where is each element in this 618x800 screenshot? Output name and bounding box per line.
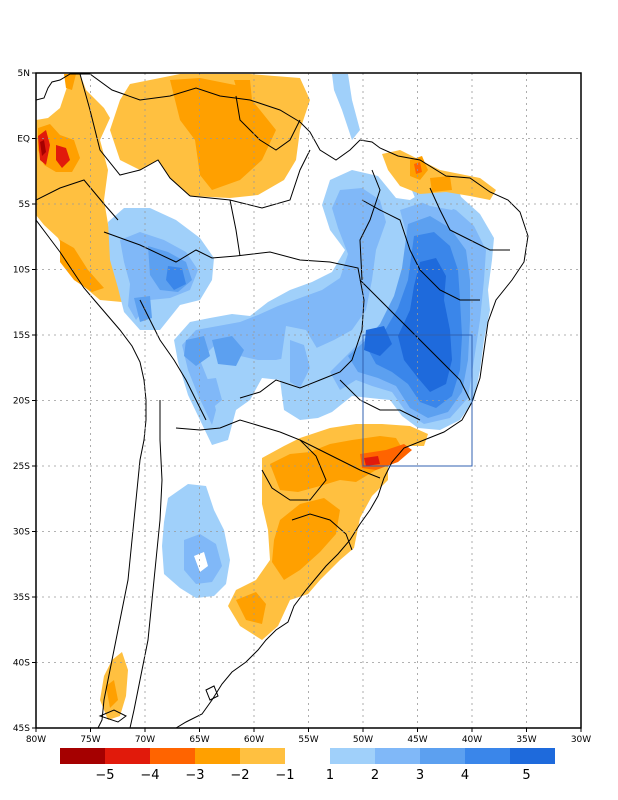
- lat-tick-label: 5N: [18, 69, 30, 79]
- anomaly-area-northeast-coast-negative-4: [430, 176, 452, 192]
- border-brazil-bolivia: [235, 251, 365, 399]
- anomaly-shading: [36, 74, 496, 720]
- anomaly-area-uruguay-negative: [272, 498, 340, 580]
- colorbar-swatch-negative: [195, 748, 240, 764]
- border-brazil-states-5: [429, 187, 510, 251]
- anomaly-area-north-brazil-positive: [332, 74, 360, 140]
- colorbar-label-negative: −5: [95, 768, 114, 783]
- longitude-axis: 80W 75W 70W 65W 60W 55W 50W 45W 40W 35W 30W: [26, 728, 591, 745]
- colorbar-label-positive-end: 5: [522, 768, 530, 783]
- colorbar-label-negative: −3: [185, 768, 204, 783]
- anomaly-area-south-brazil-negative-2: [270, 436, 402, 492]
- lat-tick-label: 45S: [13, 724, 30, 734]
- anomaly-area-mato-grosso-positive-2: [184, 336, 210, 366]
- lat-tick-label: 15S: [13, 331, 30, 341]
- border-colombia-venezuela: [79, 73, 191, 197]
- colorbar-label-positive: 4: [461, 768, 469, 783]
- lon-tick-label: 30W: [571, 735, 591, 745]
- colorbar-swatch-positive: [465, 748, 510, 764]
- lon-tick-label: 60W: [244, 735, 264, 745]
- anomaly-area-northwest-negative: [36, 74, 130, 302]
- highlight-box: [362, 334, 473, 467]
- colorbar-swatch-positive: [375, 748, 420, 764]
- border-brazil-states-2: [359, 279, 471, 401]
- border-colombia-peru: [36, 179, 119, 221]
- anomaly-area-equator-peak-negative: [40, 140, 46, 156]
- border-tierra-del-fuego: [98, 709, 127, 723]
- colorbar-swatch-positive: [420, 748, 465, 764]
- coastlines-and-borders: [36, 73, 529, 728]
- colorbar-label-negative: −2: [230, 768, 249, 783]
- lon-tick-label: 70W: [135, 735, 155, 745]
- border-brazil-states-4: [359, 169, 381, 281]
- colorbar-label-positive: 2: [371, 768, 379, 783]
- anomaly-area-argentina-positive-3: [194, 552, 208, 572]
- anomaly-area-venezuela-strong-negative-2: [234, 80, 252, 100]
- border-amazon-states: [229, 199, 241, 257]
- colorbar-swatch-negative: [60, 748, 105, 764]
- border-brazil-uruguay: [291, 513, 353, 551]
- anomaly-area-south-brazil-negative-4: [364, 456, 380, 466]
- anomaly-area-central-brazil-peak-2: [364, 326, 392, 356]
- border-brazil-states-1: [361, 199, 480, 301]
- colorbar-swatch-positive: [330, 748, 375, 764]
- gridlines: [36, 73, 581, 728]
- lon-tick-label: 35W: [516, 735, 536, 745]
- colorbar-label-negative: −1: [275, 768, 294, 783]
- lon-tick-label: 75W: [80, 735, 100, 745]
- colorbar-swatch-negative: [105, 748, 150, 764]
- border-chile-islands: [205, 685, 219, 701]
- colorbar-label-positive: 3: [416, 768, 424, 783]
- anomaly-area-north-negative-2: [64, 74, 76, 90]
- colorbar-swatch-positive: [510, 748, 555, 764]
- lon-tick-label: 50W: [353, 735, 373, 745]
- lon-tick-label: 80W: [26, 735, 46, 745]
- anomaly-area-mato-grosso-positive: [212, 336, 244, 366]
- lat-tick-label: 30S: [13, 528, 30, 538]
- border-brazil-states-6: [299, 439, 381, 479]
- lat-tick-label: 40S: [13, 659, 30, 669]
- colorbar-swatch-negative: [150, 748, 195, 764]
- lat-tick-label: EQ: [17, 135, 30, 145]
- border-bolivia-argentina: [175, 419, 281, 433]
- colorbar-label-negative: −4: [140, 768, 159, 783]
- anomaly-area-bolivia-positive-4: [166, 266, 186, 290]
- colorbar-swatch-negative: [240, 748, 285, 764]
- lon-tick-label: 40W: [462, 735, 482, 745]
- anomaly-area-equator-core-negative-2: [56, 145, 70, 168]
- latitude-axis: 5N EQ 5S 10S 15S 20S 25S 30S 35S 40S 45S: [13, 69, 36, 734]
- anomaly-area-central-brazil-positive-2: [182, 188, 386, 425]
- lon-tick-label: 45W: [407, 735, 427, 745]
- anomaly-area-venezuela-strong-negative: [170, 78, 276, 190]
- lat-tick-label: 5S: [19, 200, 31, 210]
- continent-coastline: [36, 73, 529, 728]
- anomaly-area-patagonia-negative-2: [106, 680, 118, 708]
- anomaly-area-chaco-positive: [200, 378, 222, 410]
- anomaly-area-argentina-negative: [236, 592, 266, 624]
- border-paraguay: [261, 431, 327, 501]
- lat-tick-label: 20S: [13, 397, 30, 407]
- lat-tick-label: 10S: [13, 266, 30, 276]
- border-bolivia-peru: [139, 299, 207, 421]
- anomaly-area-peru-negative: [60, 240, 104, 292]
- anomaly-area-amazon-positive-2: [290, 340, 310, 388]
- lat-tick-label: 25S: [13, 462, 30, 472]
- border-brazil-states-3: [339, 379, 421, 421]
- colorbar: −5 −4 −3 −2 −1 1 2 3 4 5: [60, 748, 555, 783]
- lon-tick-label: 65W: [189, 735, 209, 745]
- border-argentina-chile: [129, 400, 163, 728]
- border-guianas: [235, 95, 301, 151]
- anomaly-area-northeast-coast-negative: [382, 150, 496, 200]
- anomaly-area-northeast-coast-negative-3: [414, 162, 422, 174]
- lat-tick-label: 35S: [13, 593, 30, 603]
- border-peru-brazil: [103, 231, 237, 263]
- west-coastline: [36, 219, 147, 728]
- lon-tick-label: 55W: [298, 735, 318, 745]
- colorbar-label-positive: 1: [326, 768, 334, 783]
